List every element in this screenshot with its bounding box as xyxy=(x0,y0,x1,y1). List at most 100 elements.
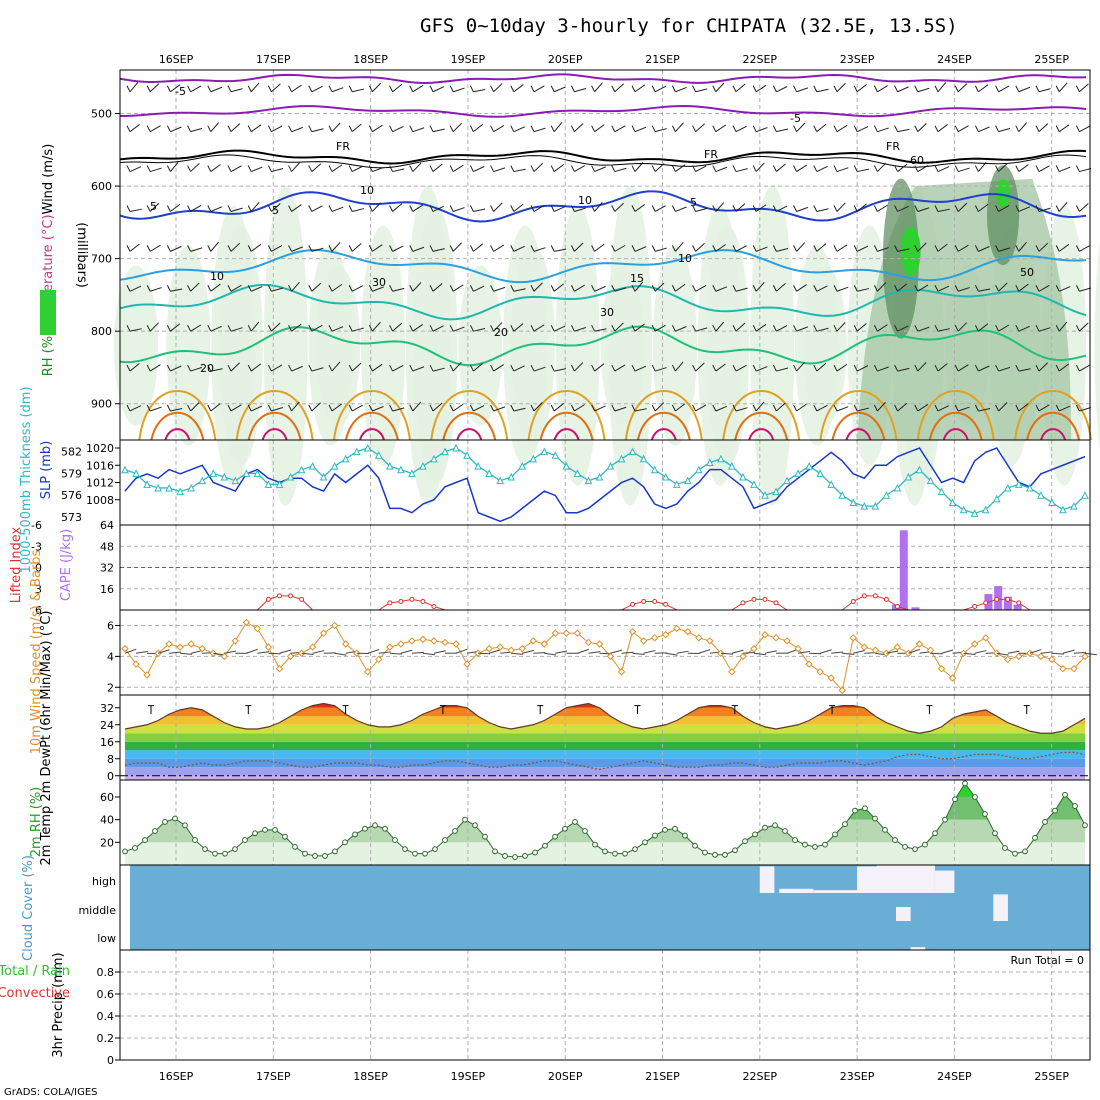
rh-marker xyxy=(922,841,928,848)
wind-barb xyxy=(897,283,908,292)
wind-barb-flag xyxy=(611,285,616,292)
wind-barb xyxy=(493,202,503,212)
rh-marker xyxy=(132,845,138,851)
wind-barb-flag xyxy=(793,165,798,172)
wind-barb-flag xyxy=(732,125,737,132)
wind-barb-flag xyxy=(894,125,899,132)
wind-barb-flag xyxy=(429,205,434,212)
wind-barb xyxy=(555,650,568,654)
wind-barb-flag xyxy=(550,205,555,212)
wind-barb xyxy=(998,85,1010,93)
wind-barb-flag xyxy=(1015,364,1020,372)
wind-barb-flag xyxy=(732,404,737,412)
wind-barb-flag xyxy=(449,125,454,132)
wind-barb xyxy=(1018,86,1031,93)
wind-barb xyxy=(129,166,142,173)
wind-barb xyxy=(493,364,504,372)
wind-barb-flag xyxy=(368,125,373,132)
wind-barb-flag xyxy=(368,165,373,172)
wind-marker xyxy=(264,643,273,651)
wind-barb-flag xyxy=(692,364,697,372)
wind-barb xyxy=(715,321,725,332)
contour-label: 15 xyxy=(630,272,644,285)
thickness-marker xyxy=(728,462,736,470)
wind-barb-flag xyxy=(429,245,434,252)
wind-barb-flag xyxy=(328,85,333,92)
wind-barb-flag xyxy=(328,404,333,412)
wind-barb xyxy=(412,84,424,93)
wind-barb xyxy=(1058,405,1071,412)
wind-barb-flag xyxy=(1055,245,1060,252)
slp-tick-label: 1020 xyxy=(86,442,114,455)
contour-label: FR xyxy=(336,140,350,153)
wind-barb xyxy=(816,165,828,173)
wind-marker xyxy=(187,640,195,648)
wind-barb-flag xyxy=(469,364,474,372)
wind-barb-flag xyxy=(833,85,838,92)
wind-marker xyxy=(915,640,924,648)
rh-marker xyxy=(532,849,538,856)
wind-barb-flag xyxy=(833,324,838,332)
wind-barb xyxy=(224,650,237,654)
x-tick-label-bottom: 24SEP xyxy=(937,1070,972,1083)
wind-barb-flag xyxy=(247,404,252,412)
temp-contour-25 xyxy=(819,390,898,441)
wind-barb-flag xyxy=(570,364,575,372)
temp-contour-35 xyxy=(1040,428,1067,441)
wind-barb xyxy=(998,163,1008,172)
rh-marker xyxy=(542,842,548,849)
wind-barb-flag xyxy=(954,285,959,292)
wind-barb-flag xyxy=(853,165,858,172)
wind-barb xyxy=(301,652,314,656)
wind-barb-flag xyxy=(793,285,798,292)
rh-marker xyxy=(862,805,868,812)
wind-barb-flag xyxy=(671,324,676,332)
wind-barb xyxy=(149,125,161,133)
wind-barb-flag xyxy=(146,165,151,172)
wind-barb xyxy=(735,125,747,133)
temp-band xyxy=(125,716,1085,725)
wind-barb xyxy=(392,83,403,93)
contour-label: 10 xyxy=(360,184,374,197)
precip-tick-label: 0.2 xyxy=(97,1032,115,1045)
li-marker xyxy=(1005,596,1011,602)
wind-marker xyxy=(375,655,383,664)
wind-marker xyxy=(496,643,504,651)
wind-barb xyxy=(129,328,142,332)
rh-marker xyxy=(392,837,398,843)
wind-barb-flag xyxy=(409,125,414,132)
cape-bar xyxy=(899,530,908,610)
wind-barb-flag xyxy=(1035,165,1040,172)
wind-marker xyxy=(1048,655,1056,664)
wind-barb-flag xyxy=(833,404,838,412)
wind-barb xyxy=(735,322,746,332)
wind-barb xyxy=(331,403,343,412)
upper-air-ylabel: RH (%) Temperature (°C)Wind (m/s) xyxy=(41,144,56,377)
cape-bar xyxy=(911,607,920,610)
wind-barb-flag xyxy=(712,205,717,212)
wind-barb-flag xyxy=(1075,85,1080,92)
li-marker xyxy=(630,601,636,607)
wind-barb-flag xyxy=(288,245,293,252)
wind-barb xyxy=(776,163,786,172)
thickness-marker xyxy=(463,451,471,459)
wind-barb xyxy=(553,325,566,332)
wind-barb-flag xyxy=(247,205,252,212)
wind-barb-flag xyxy=(813,205,818,212)
wind-barb xyxy=(372,166,384,173)
wind-barb-flag xyxy=(550,285,555,292)
wind-barb-flag xyxy=(308,245,313,252)
wind-barb-flag xyxy=(166,245,171,252)
rh-marker xyxy=(852,807,858,814)
wind-marker xyxy=(474,649,482,657)
wind-barb xyxy=(210,122,220,132)
wind-barb-flag xyxy=(752,85,757,92)
wind-barb-flag xyxy=(894,205,899,212)
wind-barb xyxy=(974,650,987,654)
wind-barb-flag xyxy=(348,85,353,92)
thickness-marker xyxy=(1070,501,1078,510)
wind-barb-flag xyxy=(813,324,818,332)
wind-barb xyxy=(614,167,627,173)
wind-barb xyxy=(897,402,908,412)
cloud-ylabel: Cloud Cover (%) xyxy=(21,855,36,961)
